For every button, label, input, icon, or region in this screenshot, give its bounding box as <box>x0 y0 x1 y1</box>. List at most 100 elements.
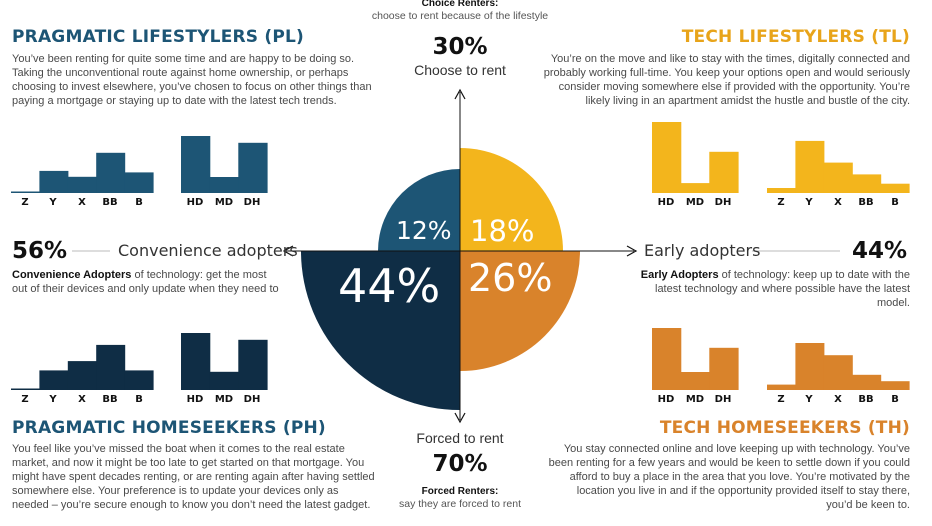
tl-percent: 18% <box>470 214 535 248</box>
ph-house-label-dh: DH <box>243 394 261 405</box>
tl-house-label-md: MD <box>685 197 705 208</box>
tl-gen-label-x: X <box>834 197 842 208</box>
th-generation-bar-y <box>795 343 825 390</box>
pl-gen-label-bb: BB <box>102 197 118 208</box>
tl-housing-labels: HD MD DH <box>652 197 738 211</box>
th-gen-label-bb: BB <box>858 394 874 405</box>
ph-generation-bar-x <box>67 361 97 390</box>
ph-housing-bar-md <box>209 371 239 390</box>
th-housing-bar-hd <box>652 328 682 390</box>
th-house-label-dh: DH <box>714 394 732 405</box>
arrow-up-icon <box>454 88 466 100</box>
early-adopters-definition: of technology: keep up to date with the … <box>655 269 910 309</box>
ph-gen-label-z: Z <box>21 394 29 405</box>
pl-housing-bar-dh <box>238 142 268 193</box>
th-generation-bar-z <box>767 384 796 390</box>
th-title: TECH HOMESEEKERS (TH) <box>659 418 910 438</box>
pl-generation-bar-bb <box>96 152 126 193</box>
pl-generation-bar-y <box>39 170 69 193</box>
pl-gen-label-x: X <box>78 197 86 208</box>
tl-house-label-dh: DH <box>714 197 732 208</box>
ph-quadrant-wedge <box>301 251 460 410</box>
pl-generation-bar-x <box>67 176 97 193</box>
tl-gen-label-b: B <box>891 197 899 208</box>
pl-gen-label-z: Z <box>21 197 29 208</box>
forced-renters-block: Forced Renters: say they are forced to r… <box>360 486 560 510</box>
pl-quadrant-wedge <box>378 169 460 251</box>
ph-house-label-md: MD <box>214 394 234 405</box>
choice-renters-subtitle: choose to rent because of the lifestyle <box>371 10 549 22</box>
tl-housing-bar-hd <box>652 122 682 193</box>
forced-to-rent-percent: 70% <box>432 451 488 477</box>
convenience-adopters-description: Convenience Adopters of technology: get … <box>12 268 282 296</box>
pl-generation-bar-b <box>124 172 154 193</box>
early-adopters-percent: 44% <box>852 238 908 264</box>
ph-house-label-hd: HD <box>186 394 204 405</box>
th-housing-bar-md <box>680 372 710 390</box>
ph-generation-bar-bb <box>96 344 126 390</box>
tl-house-label-hd: HD <box>657 197 675 208</box>
th-generation-bar-b <box>880 381 910 390</box>
ph-gen-label-y: Y <box>49 394 57 405</box>
early-adopters-term: Early Adopters <box>640 269 719 281</box>
convenience-adopters-term: Convenience Adopters <box>12 269 132 281</box>
th-description: You stay connected online and love keepi… <box>548 443 910 511</box>
choice-renters-title: Choice Renters: <box>421 0 499 9</box>
th-generation-labels: Z Y X BB B <box>767 394 909 408</box>
th-housing-bar-dh <box>709 347 739 390</box>
forced-to-rent-label: Forced to rent <box>416 430 504 446</box>
th-quadrant-wedge <box>460 251 580 371</box>
choose-to-rent-percent: 30% <box>432 34 488 60</box>
th-percent: 26% <box>468 256 553 300</box>
forced-renters-title: Forced Renters: <box>421 486 499 497</box>
convenience-adopters-definition: of technology: get the most out of their… <box>12 269 279 295</box>
choose-to-rent-label: Choose to rent <box>414 62 506 78</box>
ph-description: You feel like you’ve missed the boat whe… <box>12 443 375 511</box>
tl-description: You’re on the move and like to stay with… <box>543 53 910 107</box>
early-adopters-description: Early Adopters of technology: keep up to… <box>640 268 910 310</box>
pl-gen-label-y: Y <box>49 197 57 208</box>
ph-percent: 44% <box>338 259 441 313</box>
ph-generation-bar-z <box>11 388 40 390</box>
tl-quadrant-wedge <box>460 148 563 251</box>
pl-house-label-hd: HD <box>186 197 204 208</box>
convenience-adopters-label: Convenience adopters <box>118 241 298 260</box>
ph-housing-bar-dh <box>238 339 268 390</box>
tl-housing-bar-md <box>680 183 710 193</box>
pl-generation-labels: Z Y X BB B <box>11 197 153 211</box>
th-generation-bar-bb <box>852 374 882 390</box>
ph-gen-label-bb: BB <box>102 394 118 405</box>
pl-housing-bar-md <box>209 177 239 193</box>
forced-renters-subtitle: say they are forced to rent <box>399 498 521 510</box>
choice-renters-block: Choice Renters: choose to rent because o… <box>340 0 580 22</box>
pl-generation-bar-z <box>11 191 40 193</box>
pl-gen-label-b: B <box>135 197 143 208</box>
ph-title: PRAGMATIC HOMESEEKERS (PH) <box>12 418 326 438</box>
pl-house-label-md: MD <box>214 197 234 208</box>
th-house-label-hd: HD <box>657 394 675 405</box>
ph-gen-label-b: B <box>135 394 143 405</box>
tl-generation-bar-y <box>795 140 825 193</box>
convenience-adopters-percent: 56% <box>12 238 68 264</box>
tl-title: TECH LIFESTYLERS (TL) <box>681 27 910 47</box>
tl-gen-label-z: Z <box>777 197 785 208</box>
ph-housing-bar-hd <box>181 333 211 390</box>
tl-generation-bar-x <box>823 162 853 193</box>
pl-housing-bar-hd <box>181 136 211 193</box>
pl-description: You’ve been renting for quite some time … <box>12 53 372 107</box>
th-house-label-md: MD <box>685 394 705 405</box>
ph-generation-bar-y <box>39 370 69 390</box>
tl-gen-label-y: Y <box>805 197 813 208</box>
arrow-down-icon <box>454 412 466 424</box>
arrow-left-icon <box>282 245 294 257</box>
th-gen-label-z: Z <box>777 394 785 405</box>
ph-generation-labels: Z Y X BB B <box>11 394 153 408</box>
arrow-right-icon <box>626 245 638 257</box>
pl-title: PRAGMATIC LIFESTYLERS (PL) <box>12 27 304 47</box>
pl-housing-labels: HD MD DH <box>181 197 267 211</box>
th-generation-bar-x <box>823 355 853 390</box>
tl-generation-bar-b <box>880 183 910 193</box>
ph-housing-labels: HD MD DH <box>181 394 267 408</box>
